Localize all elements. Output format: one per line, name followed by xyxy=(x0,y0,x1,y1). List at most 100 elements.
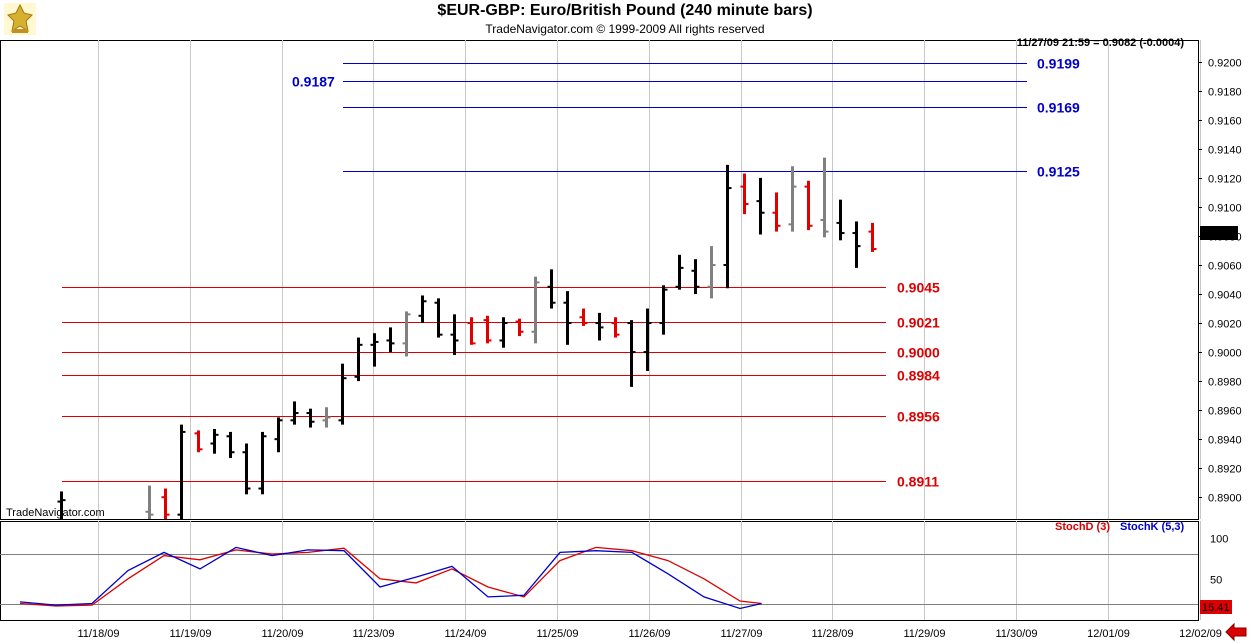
x-tick-label: 11/27/09 xyxy=(720,628,762,640)
stochastic-last-tag xyxy=(1200,600,1232,614)
ohlc-bar xyxy=(322,407,331,428)
support-label: 0.9021 xyxy=(897,315,940,331)
ohlc-bar xyxy=(595,312,604,341)
ohlc-bar xyxy=(643,308,652,371)
ohlc-bar xyxy=(338,363,347,425)
y-tick-label: 0.9100 xyxy=(1208,203,1242,215)
ohlc-bar xyxy=(740,173,749,215)
y-tick-label: 0.9180 xyxy=(1208,87,1242,99)
support-label: 0.9000 xyxy=(897,345,940,361)
ohlc-bar xyxy=(467,317,476,345)
x-tick-label: 12/01/09 xyxy=(1087,628,1130,640)
support-label: 0.9045 xyxy=(897,280,940,296)
ohlc-bar xyxy=(434,298,443,338)
resistance-label: 0.9169 xyxy=(1037,100,1080,116)
ohlc-bar xyxy=(161,488,170,519)
stochastic-y-tick-label: 100 xyxy=(1210,534,1228,546)
ohlc-bar xyxy=(242,443,251,495)
ohlc-bar xyxy=(691,259,700,295)
x-tick-label: 11/25/09 xyxy=(536,628,578,640)
ohlc-bar xyxy=(756,177,765,235)
chart-subtitle: TradeNavigator.com © 1999-2009 All right… xyxy=(485,22,765,36)
ohlc-bar xyxy=(210,429,219,454)
chart-title: $EUR-GBP: Euro/British Pound (240 minute… xyxy=(437,2,813,19)
ohlc-bar xyxy=(274,417,283,453)
ohlc-bar xyxy=(418,295,427,324)
y-tick-label: 0.8920 xyxy=(1208,464,1242,476)
ohlc-bar xyxy=(579,308,588,326)
scroll-arrow-icon xyxy=(1225,622,1247,642)
last-price-tag xyxy=(1200,226,1238,240)
x-tick-label: 11/26/09 xyxy=(628,628,670,640)
ohlc-bar xyxy=(707,246,716,299)
y-tick-label: 0.9000 xyxy=(1208,348,1242,360)
ohlc-bar xyxy=(563,291,572,345)
ohlc-bar xyxy=(804,180,813,231)
y-tick-label: 0.8940 xyxy=(1208,435,1242,447)
ohlc-bar xyxy=(370,333,379,367)
ohlc-bar xyxy=(852,221,861,268)
trade-navigator-logo xyxy=(4,3,36,35)
support-label: 0.8956 xyxy=(897,409,940,425)
ohlc-bar xyxy=(386,327,395,353)
ohlc-bar xyxy=(723,164,732,289)
x-tick-label: 11/29/09 xyxy=(903,628,945,640)
ohlc-bar xyxy=(57,491,66,519)
x-tick-label: 11/23/09 xyxy=(352,628,394,640)
legend-stochD: StochD (3) xyxy=(1055,521,1110,533)
y-tick-label: 0.8900 xyxy=(1208,493,1242,505)
ohlc-bar xyxy=(499,317,508,348)
x-tick-label: 11/19/09 xyxy=(169,628,211,640)
ohlc-bar xyxy=(194,430,203,453)
ohlc-bar xyxy=(675,254,684,290)
price-readout: 11/27/09 21:59 = 0.9082 (-0.0004) xyxy=(1017,37,1185,49)
stochastic-series-line xyxy=(19,546,762,610)
x-tick-label: 11/20/09 xyxy=(261,628,303,640)
resistance-label: 0.9125 xyxy=(1037,164,1080,180)
y-tick-label: 0.9140 xyxy=(1208,145,1242,157)
ohlc-bar xyxy=(611,317,620,338)
y-tick-label: 0.9020 xyxy=(1208,319,1242,331)
x-tick-label: 12/02/09 xyxy=(1179,628,1222,640)
last-price-label: 0.9082 xyxy=(1203,228,1237,240)
y-tick-label: 0.9060 xyxy=(1208,261,1242,273)
y-tick-label: 0.9120 xyxy=(1208,174,1242,186)
ohlc-bar xyxy=(547,269,556,309)
x-tick-label: 11/28/09 xyxy=(811,628,853,640)
support-label: 0.8911 xyxy=(897,474,939,490)
y-tick-label: 0.9040 xyxy=(1208,290,1242,302)
ohlc-bar xyxy=(290,401,299,425)
ohlc-bar xyxy=(226,431,235,459)
ohlc-bar xyxy=(627,320,636,387)
ohlc-bar xyxy=(145,485,154,519)
stochastic-series-line xyxy=(19,546,762,607)
legend-stochK: StochK (5,3) xyxy=(1120,521,1185,533)
y-tick-label: 0.8980 xyxy=(1208,377,1242,389)
ohlc-bar xyxy=(515,318,524,337)
ohlc-bar xyxy=(258,431,267,495)
ohlc-bar xyxy=(531,276,540,344)
ohlc-bar xyxy=(306,408,315,428)
ohlc-bar xyxy=(483,315,492,344)
ohlc-bar xyxy=(836,199,845,241)
support-label: 0.8984 xyxy=(897,368,940,384)
stochastic-panel-frame xyxy=(0,521,1199,621)
watermark: TradeNavigator.com xyxy=(6,507,105,519)
y-tick-label: 0.9200 xyxy=(1208,58,1242,70)
y-tick-label: 0.9160 xyxy=(1208,116,1242,128)
ohlc-bar xyxy=(354,337,363,382)
ohlc-bar xyxy=(402,311,411,357)
x-tick-label: 11/30/09 xyxy=(995,628,1037,640)
resistance-label: 0.9187 xyxy=(292,74,335,90)
ohlc-bar xyxy=(772,192,781,232)
x-tick-label: 11/18/09 xyxy=(77,628,119,640)
ohlc-bar xyxy=(868,222,877,252)
y-tick-label: 0.8960 xyxy=(1208,406,1242,418)
ohlc-bar xyxy=(820,157,829,238)
stochastic-y-tick-label: 50 xyxy=(1210,575,1222,587)
ohlc-bar xyxy=(788,166,797,232)
stochastic-last-label: 15.41 xyxy=(1202,602,1230,614)
x-tick-label: 11/24/09 xyxy=(444,628,486,640)
ohlc-bar xyxy=(177,424,186,519)
